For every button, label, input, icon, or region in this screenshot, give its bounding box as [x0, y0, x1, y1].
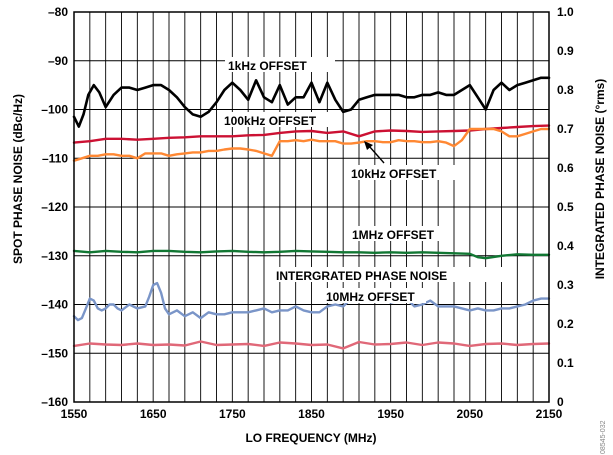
y-tick-label: –140 — [41, 298, 68, 312]
x-axis-label: LO FREQUENCY (MHz) — [245, 431, 376, 445]
grid-lines — [74, 12, 549, 402]
x-tick-label: 1750 — [219, 407, 246, 421]
x-tick-label: 2150 — [536, 407, 563, 421]
y-tick-label: –130 — [41, 249, 68, 263]
y2-tick-label: 0.9 — [557, 44, 574, 58]
label-integ-bg — [273, 267, 509, 282]
label-1mhz-bg — [350, 226, 440, 241]
label-10khz-arrowhead — [364, 141, 373, 150]
x-tick-label: 1950 — [377, 407, 404, 421]
plot-frame — [73, 11, 550, 403]
label-100khz-bg — [222, 112, 342, 127]
y-axis-label: SPOT PHASE NOISE (dBc/Hz) — [11, 94, 25, 264]
series-line-s1m — [72, 249, 551, 260]
y2-tick-label: 0.4 — [557, 239, 574, 253]
x-tick-label: 1650 — [140, 407, 167, 421]
y2-axis-label: INTEGRATED PHASE NOISE (°rms) — [593, 79, 607, 280]
label-10mhz-offset: 10MHz OFFSET — [326, 290, 415, 304]
label-integrated-phase-noise: INTERGRATED PHASE NOISE — [276, 269, 447, 283]
label-100khz-offset: 100kHz OFFSET — [224, 114, 317, 128]
y2-tick-label: 0 — [557, 395, 564, 409]
x-tick-labels: 1550 1650 1750 1850 1950 2050 2150 — [61, 407, 563, 421]
figure-watermark: 08545-032 — [600, 420, 607, 454]
y-tick-labels: –80 –90 –100 –110 –120 –130 –140 –150 –160 — [41, 5, 68, 409]
y2-tick-label: 0.2 — [557, 317, 574, 331]
y-tick-label: –80 — [48, 5, 68, 19]
label-10khz-arrow — [368, 145, 385, 164]
x-tick-label: 1850 — [298, 407, 325, 421]
y-tick-label: –160 — [41, 395, 68, 409]
label-10khz-offset: 10kHz OFFSET — [351, 167, 437, 181]
y-tick-label: –100 — [41, 103, 68, 117]
y2-tick-label: 0.6 — [557, 161, 574, 175]
label-10mhz-bg — [322, 288, 426, 303]
y-tick-label: –150 — [41, 346, 68, 360]
series-line-s10m — [72, 340, 551, 350]
series-line-s10k — [72, 127, 551, 162]
y2-tick-label: 0.5 — [557, 200, 574, 214]
series-line-s1k — [72, 76, 551, 128]
y-tick-label: –110 — [42, 151, 68, 165]
x-tick-label: 2050 — [456, 407, 483, 421]
y2-tick-label: 0.8 — [557, 83, 574, 97]
y-tick-label: –120 — [41, 200, 68, 214]
y2-tick-label: 0.7 — [557, 122, 574, 136]
series-line-integ — [72, 281, 551, 322]
y2-tick-label: 1.0 — [557, 5, 574, 19]
series-group — [72, 76, 551, 350]
x-tick-label: 1550 — [61, 407, 88, 421]
label-10khz-bg — [347, 165, 467, 180]
label-1mhz-offset: 1MHz OFFSET — [352, 228, 435, 242]
y-tick-label: –90 — [48, 54, 68, 68]
y2-tick-label: 0.3 — [557, 278, 574, 292]
label-1khz-bg — [225, 57, 335, 72]
y2-tick-label: 0.1 — [557, 356, 574, 370]
y2-tick-labels: 1.0 0.9 0.8 0.7 0.6 0.5 0.4 0.3 0.2 0.1 0 — [557, 5, 574, 409]
label-1khz-offset: 1kHz OFFSET — [228, 59, 307, 73]
